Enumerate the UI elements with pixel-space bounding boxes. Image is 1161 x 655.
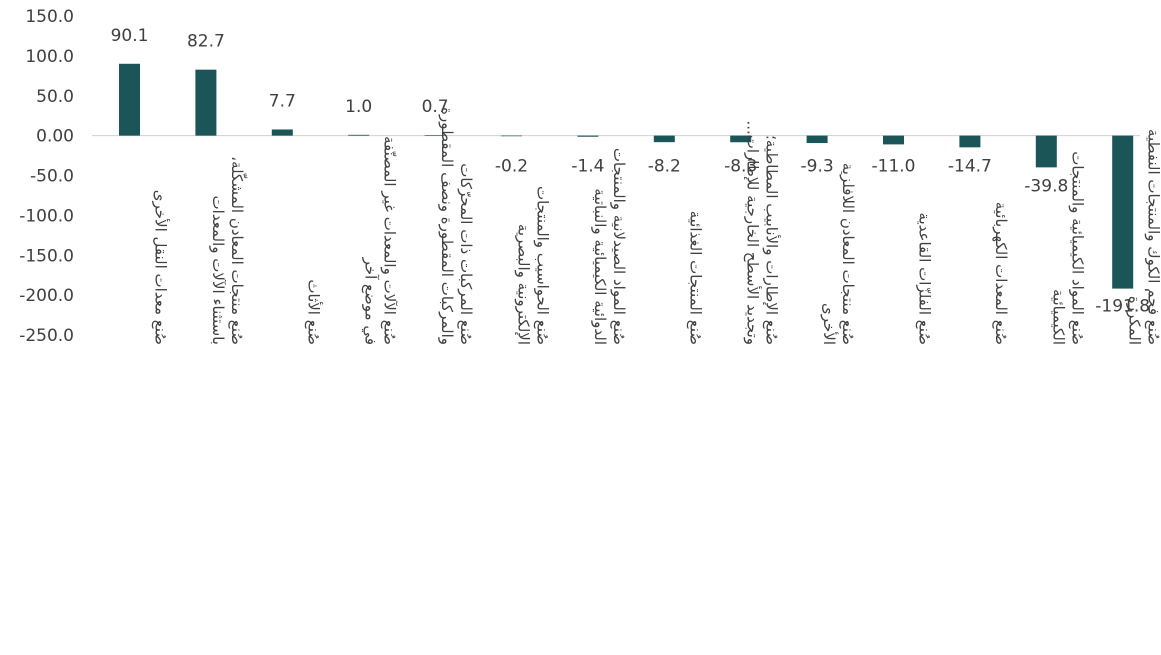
category-label-line: صُنع فحم الكوك والمنتجات النفطية (1145, 129, 1161, 345)
bar (959, 135, 981, 148)
category-label: صُنع الإطارات والأنابيب المطاطية؛وتجديد … (744, 120, 782, 345)
data-label: -8.2 (648, 157, 681, 177)
category-label-line: صُنع الفلزّات القاعدية (916, 212, 934, 345)
category-label: صُنع الفلزّات القاعدية (916, 212, 934, 345)
bar (730, 135, 752, 143)
category-label: صُنع منتجات المعادن المشكّلة،باستثناء ال… (209, 156, 248, 345)
category-label-line: صُنع المواد الصيدلانية والمنتجات (610, 148, 628, 345)
data-label: -8.3 (724, 157, 757, 177)
data-label: -11.0 (872, 157, 916, 177)
category-label-line: الدوائية الكيميائية والنباتية (591, 188, 609, 345)
data-label: -9.3 (801, 157, 834, 177)
category-label-line: باستثناء الآلات والمعدات (209, 195, 227, 345)
category-label: صُنع الأثاث (304, 279, 323, 345)
category-label-line: صُنع منتجات المعادن اللافلزية (839, 163, 857, 345)
category-label: صُنع المعدات الكهربائية (992, 202, 1010, 345)
data-label: 7.7 (269, 91, 296, 111)
category-label-line: صُنع الإطارات والأنابيب المطاطية؛ (763, 135, 782, 345)
bar (806, 135, 828, 144)
category-label-line: وتجديد الأسطح الخارجية للإطارات... (744, 120, 763, 345)
bars (119, 63, 1134, 289)
data-label: 82.7 (187, 32, 225, 52)
category-label-line: صُنع الحواسيب والمنتجات (534, 186, 552, 345)
category-label: صُنع المنتجات الغذائية (686, 211, 704, 345)
category-label-line: صُنع الأثاث (304, 279, 323, 345)
bar (195, 69, 217, 136)
category-label-line: والمركبات المقطورة ونصف المقطورة (438, 107, 456, 345)
bar (119, 63, 140, 136)
category-label-line: صُنع منتجات المعادن المشكّلة، (228, 156, 248, 345)
data-label: -39.8 (1024, 176, 1068, 196)
category-label-line: صُنع المعدات الكهربائية (992, 202, 1010, 345)
category-label: صُنع المواد الصيدلانية والمنتجاتالدوائية… (591, 148, 628, 345)
bar (883, 135, 904, 145)
y-tick-label: 50.0 (36, 87, 74, 107)
y-tick-label: -50.0 (30, 167, 74, 187)
category-labels: صُنع معدات النقل الأخرى صُنع منتجات المعا… (152, 107, 1161, 345)
bar (653, 135, 675, 143)
y-tick-label: 150.0 (25, 7, 74, 27)
bar (348, 134, 370, 136)
category-label: صُنع معدات النقل الأخرى (152, 190, 171, 345)
y-tick-label: -200.0 (19, 286, 74, 306)
data-label: 1.0 (345, 97, 372, 117)
category-label-line: صُنع المواد الكيميائية والمنتجات (1068, 151, 1086, 345)
category-label-line: في موضع آخر (361, 257, 380, 345)
bar (501, 135, 522, 137)
data-labels: 90.1 82.7 7.7 1.0 0.7 -0.2 -1.4 -8.2 -8.3 -9.3 -11… (111, 26, 1151, 317)
bar (577, 135, 599, 137)
y-tick-label: -100.0 (19, 206, 74, 226)
category-label-line: الإلكترونية والبصرية (515, 224, 533, 345)
y-tick-label: -150.0 (19, 246, 74, 266)
data-label: -1.4 (571, 157, 604, 177)
category-label-line: صُنع الآلات والمعدات غير المصنّفة (381, 136, 399, 345)
y-tick-label: 0.00 (36, 127, 74, 147)
category-label-line: المكررة (1126, 296, 1144, 345)
data-label: -0.2 (495, 157, 528, 177)
y-axis: 150.0 100.0 50.0 0.00 -50.0 -100.0 -150.0 -200.… (19, 7, 74, 346)
data-label: 0.7 (422, 97, 449, 117)
bar (271, 129, 293, 136)
y-tick-label: -250.0 (19, 326, 74, 346)
category-label-line: صُنع المنتجات الغذائية (686, 211, 704, 345)
category-label-line: صُنع المركبات ذات المحرّكات (457, 163, 475, 345)
bar (1112, 135, 1134, 289)
y-tick-label: 100.0 (25, 47, 74, 67)
bar (424, 135, 446, 136)
category-label-line: الأخرى (820, 303, 839, 345)
bar (1035, 135, 1057, 168)
category-label-line: صُنع معدات النقل الأخرى (152, 190, 171, 345)
data-label: 90.1 (111, 26, 149, 46)
category-label-line: الكيميائية (1049, 289, 1067, 345)
data-label: -191.8 (1095, 297, 1150, 317)
data-label: -14.7 (948, 157, 992, 177)
category-label: صُنع المواد الكيميائية والمنتجاتالكيميائ… (1049, 151, 1086, 345)
